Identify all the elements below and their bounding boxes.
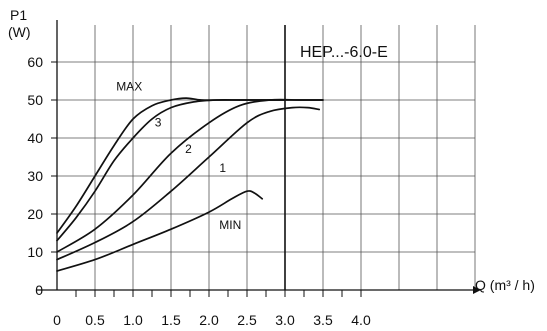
y-tick-label: 50 bbox=[27, 92, 43, 108]
curve-label-max: MAX bbox=[116, 80, 142, 94]
x-tick-label: 0.5 bbox=[85, 312, 105, 328]
x-tick-label: 3.5 bbox=[313, 312, 333, 328]
series-line-min bbox=[56, 190, 264, 272]
y-tick-label: 30 bbox=[27, 168, 43, 184]
x-tick-label: 2.0 bbox=[199, 312, 219, 328]
x-tick-label: 0 bbox=[53, 312, 61, 328]
x-axis-title: Q (m³ / h) bbox=[475, 277, 535, 293]
series-line-max bbox=[56, 97, 324, 234]
x-tick-label: 1.5 bbox=[161, 312, 181, 328]
curve-label-1: 1 bbox=[219, 161, 226, 175]
curve-label-2: 2 bbox=[185, 142, 192, 156]
y-tick-label: 0 bbox=[35, 282, 43, 298]
series-line-2 bbox=[56, 98, 324, 253]
grid bbox=[57, 25, 476, 290]
series-line-3 bbox=[56, 99, 286, 242]
model-label: HEP...-6.0-E bbox=[300, 44, 388, 61]
tick-labels: 0 0.5 1.0 1.5 2.0 2.5 3.0 3.5 4.0 0 10 20 30 40 50 60 bbox=[27, 54, 371, 328]
curve-label-min: MIN bbox=[219, 218, 241, 232]
axes bbox=[37, 20, 481, 297]
x-tick-label: 3.0 bbox=[275, 312, 295, 328]
curve-labels: MAX 3 2 1 MIN bbox=[116, 80, 241, 233]
y-tick-label: 60 bbox=[27, 54, 43, 70]
x-tick-label: 1.0 bbox=[123, 312, 143, 328]
y-tick-label: 20 bbox=[27, 206, 43, 222]
x-tick-label: 2.5 bbox=[237, 312, 257, 328]
curves bbox=[56, 97, 324, 272]
y-axis-unit: (W) bbox=[8, 24, 31, 40]
y-tick-label: 10 bbox=[27, 244, 43, 260]
x-axis-arrow bbox=[473, 286, 481, 294]
y-axis-title: P1 bbox=[10, 7, 27, 23]
curve-label-3: 3 bbox=[155, 116, 162, 130]
y-tick-label: 40 bbox=[27, 130, 43, 146]
series-line-1 bbox=[56, 106, 321, 261]
x-tick-label: 4.0 bbox=[351, 312, 371, 328]
